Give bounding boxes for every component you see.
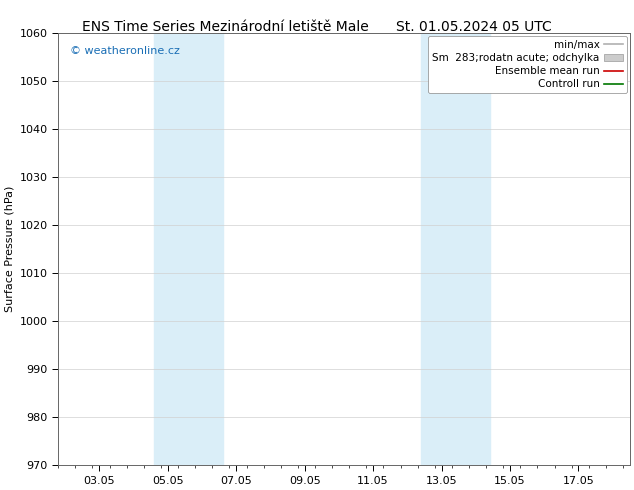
Text: St. 01.05.2024 05 UTC: St. 01.05.2024 05 UTC bbox=[396, 20, 552, 34]
Bar bbox=[154, 33, 223, 466]
Legend: min/max, Sm  283;rodatn acute; odchylka, Ensemble mean run, Controll run: min/max, Sm 283;rodatn acute; odchylka, … bbox=[428, 36, 626, 94]
Text: © weatheronline.cz: © weatheronline.cz bbox=[70, 46, 179, 56]
Text: ENS Time Series Mezinárodní letiště Male: ENS Time Series Mezinárodní letiště Male bbox=[82, 20, 369, 34]
Y-axis label: Surface Pressure (hPa): Surface Pressure (hPa) bbox=[4, 186, 14, 312]
Bar bbox=[421, 33, 489, 466]
